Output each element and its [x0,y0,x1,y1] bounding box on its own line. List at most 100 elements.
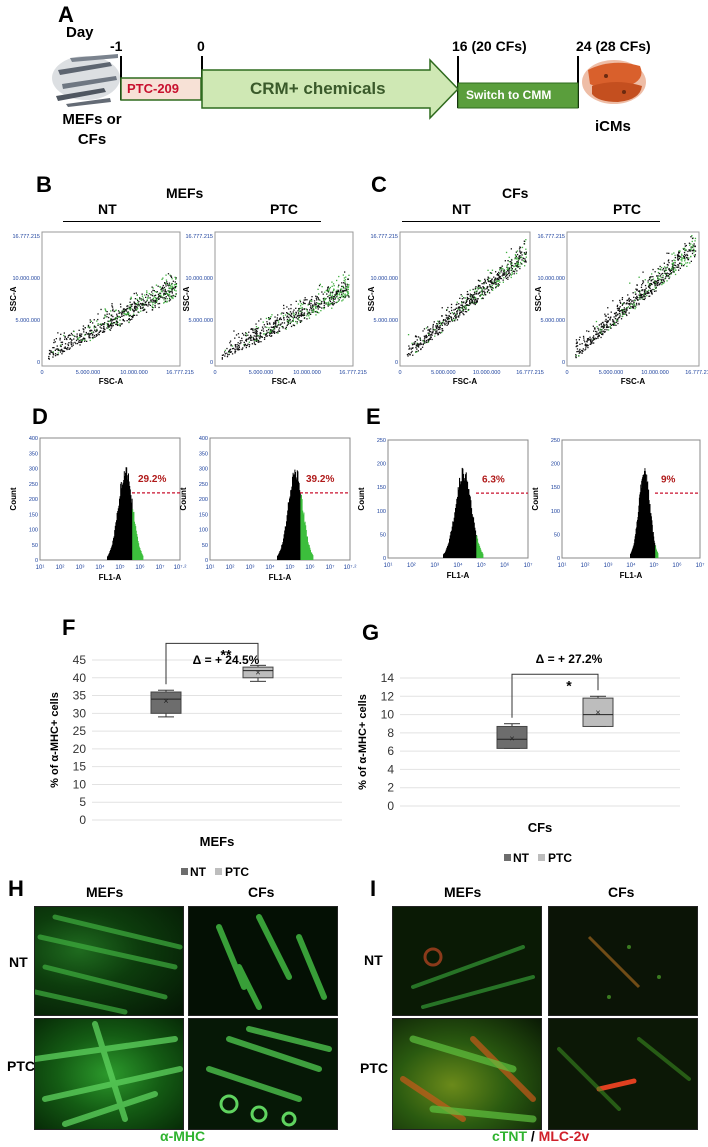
hist-ylabel: Count [357,487,366,510]
hist-y-tick: 0 [383,556,386,562]
hist-x-tick: 10¹ [558,563,567,569]
step-switch: Switch to CMM [466,88,552,102]
scatter-y-tick: 0 [37,360,40,366]
legend-swatch-ptc [215,868,222,875]
scatter-y-tick: 5.000.000 [541,318,565,324]
micro-i-cfs-ptc [548,1018,698,1130]
scatter-y-tick: 5.000.000 [189,318,213,324]
fibroblast-cells-icon [52,54,120,107]
cardiomyocyte-cells-icon [582,60,646,104]
hist-x-tick: 10² [581,563,590,569]
panel-h-col-mefs: MEFs [86,884,124,900]
stain-mlc: MLC-2v [538,1128,590,1144]
mean-marker: × [255,667,260,677]
hist-y-tick: 150 [377,485,386,491]
panel-c-group-ptc: PTC [613,201,641,217]
hist-x-tick: 10⁴ [626,562,636,569]
panel-d-label: D [32,404,48,429]
scatter-ylabel: SSC-A [367,286,376,311]
hist-xlabel: FL1-A [447,571,470,580]
hist-y-tick: 50 [380,532,386,538]
scatter-xlabel: FSC-A [99,377,124,386]
panel-h-label: H [8,876,24,901]
panel-h-col-cfs: CFs [248,884,275,900]
box-chart-f: 0 5 10 15 20 25 30 35 40 45 % of α-MHC+ cells × × **Δ… [49,642,342,879]
y-tick-label: 12 [381,689,395,703]
scatter-x-tick: 16.777.215 [516,370,544,376]
hist-x-tick: 10⁶ [305,564,315,571]
hist-x-tick: 10⁴ [95,564,105,571]
hist-y-tick: 350 [199,451,208,457]
mean-marker: × [163,696,168,706]
box-chart-g: 0 2 4 6 8 10 12 14 % of α-MHC+ cells × × * Δ = + 27.… [357,652,680,865]
y-tick-label: 30 [73,706,87,720]
hist-y-tick: 150 [551,485,560,491]
y-axis-title: % of α-MHC+ cells [357,694,369,790]
step-crm: CRM+ chemicals [250,79,386,98]
panel-i-row-nt: NT [364,952,383,968]
legend: NT PTC [181,865,249,879]
hist-y-tick: 200 [551,462,560,468]
scatter-x-tick: 10.000.000 [293,370,321,376]
hist-x-tick: 10⁶ [672,562,682,569]
histogram-bars [107,467,144,560]
scatter-ylabel: SSC-A [182,286,191,311]
hist-y-tick: 100 [551,509,560,515]
delta-annotation: Δ = + 27.2% [536,652,603,666]
hist-y-tick: 50 [32,543,38,549]
scatter-y-tick: 5.000.000 [374,318,398,324]
gate-percent: 29.2% [138,474,166,485]
scatter-y-tick: 10.000.000 [370,276,398,282]
hist-xlabel: FL1-A [269,573,292,582]
hist-x-tick: 10⁷ [524,562,533,569]
panel-c-label: C [371,172,387,197]
legend-swatch-nt [181,868,188,875]
legend-swatch-ptc [538,854,545,861]
scatter-y-tick: 0 [210,360,213,366]
hist-y-tick: 300 [29,467,38,473]
significance-stars: ** [221,646,232,662]
hist-x-tick: 10³ [430,563,439,569]
mean-marker: × [509,733,514,743]
panel-b-label: B [36,172,52,197]
hist-x-tick: 10⁵ [649,562,659,569]
scatter-y-tick: 16.777.215 [370,234,398,240]
scatter-y-tick: 0 [562,360,565,366]
hist-y-tick: 100 [377,509,386,515]
hist-x-tick: 10³ [76,565,85,571]
scatter-xlabel: FSC-A [272,377,297,386]
hist-y-tick: 250 [199,482,208,488]
panel-c-title: CFs [502,185,529,201]
scatter-x-tick: 5.000.000 [249,370,273,376]
day-24: 24 (28 CFs) [576,38,651,54]
panel-h-row-ptc: PTC [7,1058,35,1074]
stain-ctnt: cTNT [492,1128,527,1144]
hist-y-tick: 400 [29,436,38,442]
start-cells-label: MEFs or CFs [62,111,122,148]
hist-x-tick: 10² [226,565,235,571]
hist-x-tick: 10⁷ [156,564,165,571]
panel-h-stain: α-MHC [160,1128,206,1144]
scatter-x-tick: 10.000.000 [641,370,669,376]
hist-y-tick: 50 [202,543,208,549]
scatter-x-tick: 16.777.215 [166,370,194,376]
day-minus1: -1 [110,38,123,54]
panel-a-label: A [58,2,74,27]
scatter-x-tick: 5.000.000 [76,370,100,376]
hist-y-tick: 200 [377,462,386,468]
scatter-plot-b-1: 16.777.215 10.000.000 5.000.000 00 5.000.000… [9,231,194,386]
scatter-x-tick: 16.777.215 [685,370,708,376]
panel-i-col-cfs: CFs [608,884,635,900]
hist-y-tick: 300 [199,467,208,473]
scatter-y-tick: 10.000.000 [185,276,213,282]
hist-x-tick: 10⁶ [500,562,510,569]
hist-x-tick: 10² [407,563,416,569]
scatter-points [406,239,527,357]
gate-percent: 39.2% [306,474,334,485]
gate-percent: 9% [661,474,676,485]
hist-x-tick: 10⁵ [285,564,295,571]
y-tick-label: 25 [73,724,87,738]
scatter-points [48,273,178,360]
y-tick-label: 35 [73,689,87,703]
